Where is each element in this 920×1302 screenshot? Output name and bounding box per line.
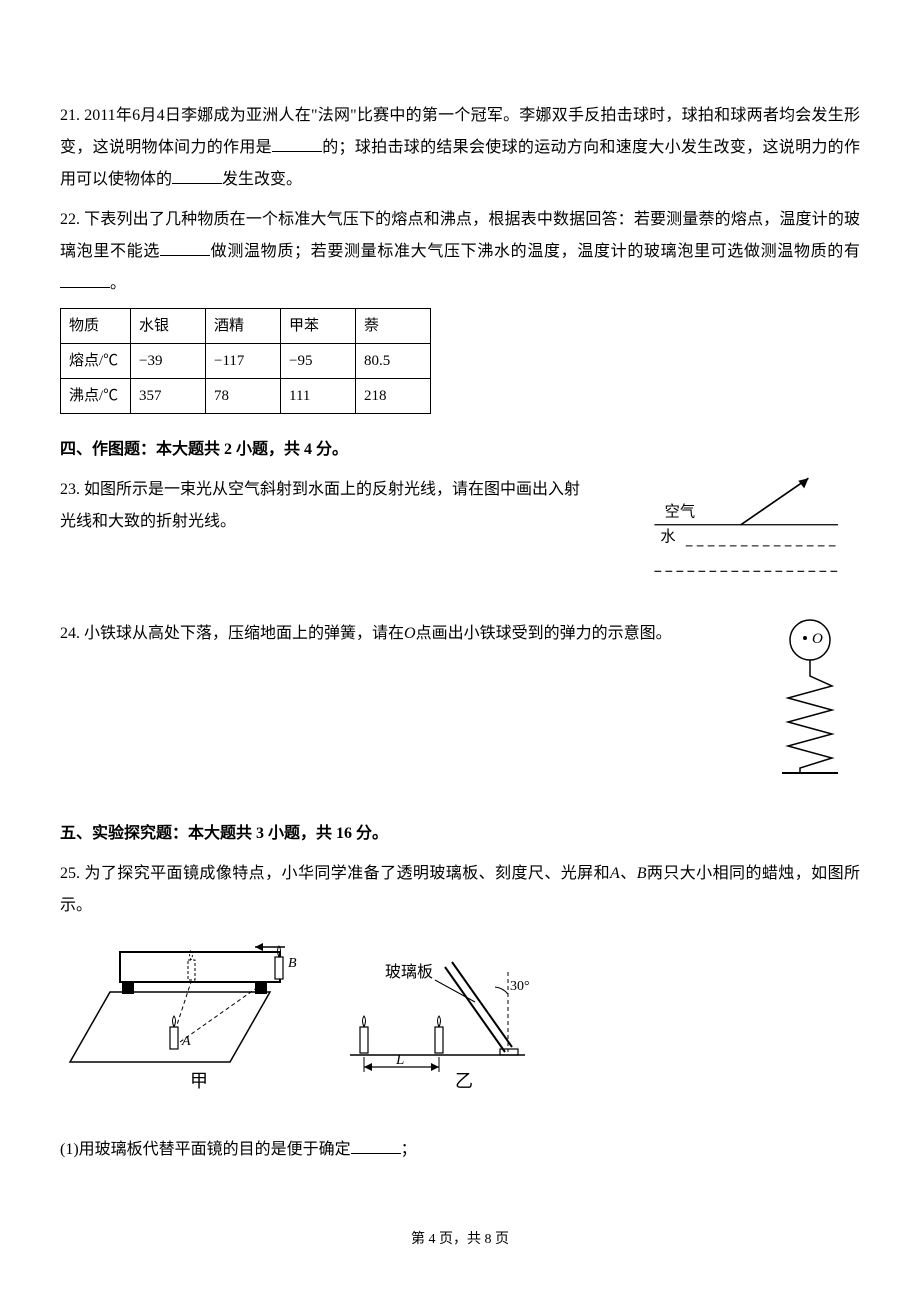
table-cell: 78: [206, 379, 281, 414]
a-label: A: [181, 1034, 191, 1049]
q25-a-label: A: [610, 865, 620, 882]
table-cell: 萘: [356, 309, 431, 344]
glass-line-2: [452, 962, 512, 1047]
q22-blank1[interactable]: [160, 237, 210, 256]
setup-yi: 玻璃板 30° L 乙: [350, 962, 530, 1091]
q21-blank1[interactable]: [272, 133, 322, 152]
arrow-head-icon: [255, 943, 263, 951]
flame-a-icon: [173, 1016, 176, 1027]
air-label: 空气: [665, 503, 695, 520]
q23-body: 如图所示是一束光从空气斜射到水面上的反射光线，请在图中画出入射光线和大致的折射光…: [60, 481, 580, 530]
table-cell: 沸点/℃: [61, 379, 131, 414]
q22-number: 22.: [60, 211, 80, 228]
dim-arrow-right-icon: [431, 1063, 439, 1071]
section-4-header: 四、作图题：本大题共 2 小题，共 4 分。: [60, 434, 860, 466]
dim-arrow-left-icon: [364, 1063, 372, 1071]
table-cell: 111: [281, 379, 356, 414]
yi-label: 乙: [455, 1071, 473, 1091]
q25-sub1-text: 用玻璃板代替平面镜的目的是便于确定: [79, 1141, 351, 1158]
q25-part1: 为了探究平面镜成像特点，小华同学准备了透明玻璃板、刻度尺、光屏和: [84, 865, 610, 882]
q22-text: 22. 下表列出了几种物质在一个标准大气压下的熔点和沸点，根据表中数据回答：若要…: [60, 204, 860, 300]
table-cell: 物质: [61, 309, 131, 344]
question-25: 25. 为了探究平面镜成像特点，小华同学准备了透明玻璃板、刻度尺、光屏和A、B两…: [60, 858, 860, 1166]
candle-right: [435, 1027, 443, 1053]
question-23: 23. 如图所示是一束光从空气斜射到水面上的反射光线，请在图中画出入射光线和大致…: [60, 474, 860, 538]
flame-right-icon: [438, 1016, 441, 1027]
support-left: [122, 982, 134, 994]
question-21: 21. 2011年6月4日李娜成为亚洲人在"法网"比赛中的第一个冠军。李娜双手反…: [60, 100, 860, 196]
q25-number: 25.: [60, 865, 80, 882]
table-cell: 80.5: [356, 344, 431, 379]
candle-image-dashed: [188, 960, 195, 980]
glass-line-1: [445, 967, 505, 1052]
q24-part2: 点画出小铁球受到的弹力的示意图。: [416, 625, 672, 642]
q22-table: 物质 水银 酒精 甲苯 萘 熔点/℃ −39 −117 −95 80.5 沸点/…: [60, 308, 431, 414]
q24-number: 24.: [60, 625, 80, 642]
l-label: L: [395, 1052, 404, 1068]
candle-left: [360, 1027, 368, 1053]
jia-label: 甲: [190, 1071, 208, 1091]
angle-label: 30°: [510, 979, 530, 994]
q25-sub1: (1)用玻璃板代替平面镜的目的是便于确定 ；: [60, 1134, 860, 1166]
q23-diagram: 空气 水: [620, 474, 870, 584]
label-pointer: [435, 980, 475, 1002]
q25-sub1-suffix: ；: [401, 1141, 417, 1158]
table-cell: 熔点/℃: [61, 344, 131, 379]
table-row: 物质 水银 酒精 甲苯 萘: [61, 309, 431, 344]
page-footer: 第 4 页，共 8 页: [60, 1226, 860, 1254]
q21-number: 21.: [60, 107, 80, 124]
question-24: 24. 小铁球从高处下落，压缩地面上的弹簧，请在O点画出小铁球受到的弹力的示意图…: [60, 618, 860, 788]
q22-blank2[interactable]: [60, 269, 110, 288]
q25-b-label: B: [637, 865, 647, 882]
table-row: 沸点/℃ 357 78 111 218: [61, 379, 431, 414]
table-row: 熔点/℃ −39 −117 −95 80.5: [61, 344, 431, 379]
q24-part1: 小铁球从高处下落，压缩地面上的弹簧，请在: [84, 625, 404, 642]
setup-jia: B A 甲: [70, 943, 297, 1091]
q25-sub1-prefix: (1): [60, 1141, 79, 1158]
section-5-header: 五、实验探究题：本大题共 3 小题，共 16 分。: [60, 818, 860, 850]
q21-blank2[interactable]: [172, 165, 222, 184]
o-point-label: O: [812, 631, 823, 647]
question-22: 22. 下表列出了几种物质在一个标准大气压下的熔点和沸点，根据表中数据回答：若要…: [60, 204, 860, 414]
q25-blank1[interactable]: [351, 1135, 401, 1154]
q23-text: 23. 如图所示是一束光从空气斜射到水面上的反射光线，请在图中画出入射光线和大致…: [60, 474, 580, 538]
table-cell: 酒精: [206, 309, 281, 344]
q25-comma: 、: [620, 865, 637, 882]
b-label: B: [288, 956, 297, 971]
q24-text: 24. 小铁球从高处下落，压缩地面上的弹簧，请在O点画出小铁球受到的弹力的示意图…: [60, 618, 740, 650]
flame-left-icon: [363, 1016, 366, 1027]
reflected-ray: [741, 478, 809, 525]
table-cell: 357: [131, 379, 206, 414]
ball-circle: [790, 620, 830, 660]
glass-label: 玻璃板: [385, 963, 433, 981]
q22-part2: 做测温物质；若要测量标准大气压下沸水的温度，温度计的玻璃泡里可选做测温物质的有: [210, 243, 860, 260]
q24-diagram: O: [770, 618, 850, 788]
table-cell: −39: [131, 344, 206, 379]
center-dot: [803, 636, 807, 640]
candle-a: [170, 1027, 178, 1049]
q21-text: 21. 2011年6月4日李娜成为亚洲人在"法网"比赛中的第一个冠军。李娜双手反…: [60, 100, 860, 196]
table-cell: −95: [281, 344, 356, 379]
q25-text: 25. 为了探究平面镜成像特点，小华同学准备了透明玻璃板、刻度尺、光屏和A、B两…: [60, 858, 860, 922]
q23-number: 23.: [60, 481, 80, 498]
angle-arc: [495, 987, 508, 994]
candle-b: [275, 957, 283, 979]
q22-part3: 。: [110, 275, 126, 292]
q21-part3: 发生改变。: [222, 171, 302, 188]
q24-o-label: O: [404, 625, 416, 642]
water-label: 水: [660, 529, 675, 546]
table-cell: 218: [356, 379, 431, 414]
table-cell: 水银: [131, 309, 206, 344]
table-cell: −117: [206, 344, 281, 379]
spring-icon: [788, 660, 832, 773]
q25-diagram: B A 甲 玻璃板 30°: [60, 932, 560, 1112]
table-cell: 甲苯: [281, 309, 356, 344]
glass-frame: [120, 952, 280, 982]
